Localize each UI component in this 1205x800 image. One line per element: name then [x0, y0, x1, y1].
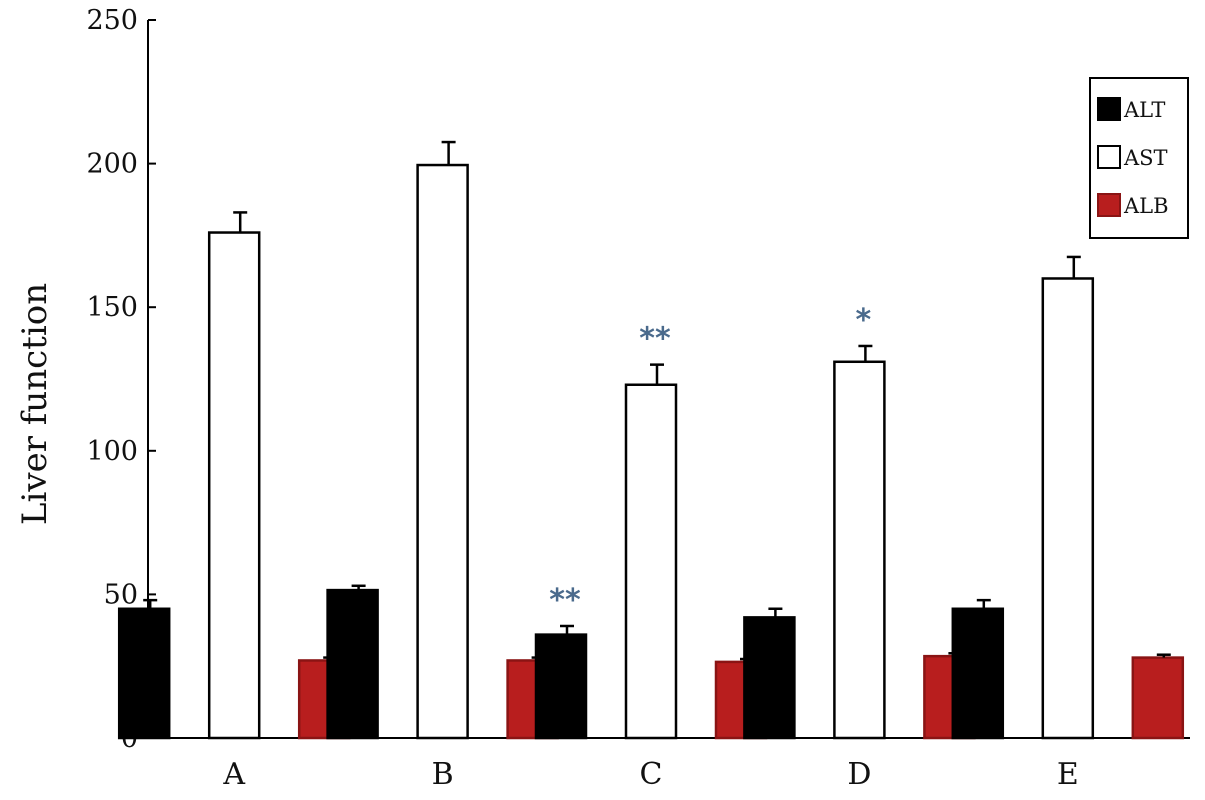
- y-tick-label: 250: [86, 5, 138, 36]
- y-tick-label: 100: [86, 436, 138, 467]
- y-tick-label: 150: [86, 292, 138, 323]
- significance-label: **: [549, 583, 581, 618]
- x-tick-label: B: [432, 757, 454, 792]
- x-tick-label: D: [847, 757, 871, 792]
- significance-label: *: [856, 303, 872, 338]
- legend-label-alb: ALB: [1123, 194, 1169, 218]
- axes: 050100150200250ABCDE: [86, 5, 1190, 792]
- legend-swatch-alb: [1097, 193, 1121, 217]
- legend: ALT AST ALB: [1089, 77, 1189, 239]
- legend-swatch-ast: [1097, 145, 1121, 169]
- y-tick-label: 200: [86, 149, 138, 180]
- bar-ast-c: [624, 383, 678, 740]
- bar-ast-a: [207, 231, 261, 740]
- bar-alt-d: [743, 616, 796, 740]
- bar-alb-e: [1131, 656, 1185, 740]
- bar-ast-d: [833, 360, 886, 740]
- x-tick-label: A: [222, 757, 245, 792]
- bar-ast-b: [416, 163, 469, 740]
- y-axis-title: Liver function: [15, 283, 55, 525]
- legend-label-ast: AST: [1123, 146, 1168, 170]
- x-tick-label: C: [640, 757, 663, 792]
- significance-label: **: [639, 322, 671, 357]
- bar-alt-a: [117, 607, 171, 740]
- bar-alt-c: [534, 633, 588, 740]
- legend-label-alt: ALT: [1123, 98, 1165, 122]
- x-tick-label: E: [1057, 757, 1079, 792]
- bars: *****: [117, 140, 1185, 740]
- bar-alt-e: [951, 607, 1005, 740]
- bar-alt-b: [326, 588, 379, 740]
- legend-swatch-alt: [1097, 97, 1121, 121]
- bar-ast-e: [1041, 277, 1095, 740]
- y-tick-label: 50: [104, 579, 138, 610]
